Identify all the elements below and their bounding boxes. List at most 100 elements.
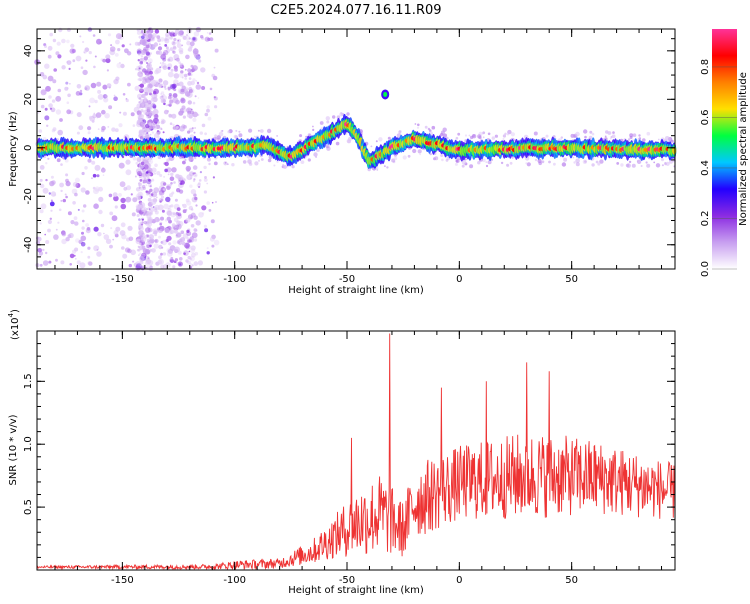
spectrogram-speckle [100, 223, 105, 228]
spectrogram-speckle [209, 87, 213, 91]
spectrogram-speckle [138, 225, 144, 232]
spectrogram-speckle [629, 133, 634, 138]
spectrogram-speckle [584, 135, 587, 139]
spectrogram-speckle [573, 161, 576, 164]
spectrogram-speckle [391, 158, 396, 163]
spectrogram-speckle [193, 261, 199, 266]
spectrogram-speckle [152, 104, 157, 109]
spectrogram-speckle [273, 164, 276, 167]
spectrogram-speckle [82, 69, 88, 76]
spectrogram-speckle [143, 159, 148, 163]
spectrogram-speckle [115, 39, 120, 45]
spectrogram-speckle [42, 187, 49, 194]
x-tick-label: -50 [339, 274, 355, 285]
spectrogram-speckle [137, 93, 143, 100]
spectrogram-speckle [168, 31, 171, 34]
spectrogram-speckle [267, 158, 272, 163]
spectrogram-speckle [92, 34, 96, 37]
spectrogram-speckle [155, 122, 158, 125]
spectrogram-speckle [92, 186, 96, 190]
spectrogram-speckle [147, 191, 151, 195]
spectrogram-speckle [140, 61, 143, 64]
spectrogram-speckle [55, 95, 62, 102]
spectrogram-speckle [506, 163, 510, 167]
spectrogram-speckle [47, 45, 53, 51]
spectrogram-speckle [162, 57, 167, 62]
spectrogram-speckle [141, 207, 146, 212]
spectrogram-speckle [146, 244, 150, 249]
spectrogram-speckle [204, 228, 209, 233]
spectrogram-speckle [414, 123, 417, 125]
spectrogram-speckle [40, 183, 45, 189]
spectrogram-speckle [74, 221, 79, 226]
spectrogram-speckle [167, 71, 174, 78]
spectrogram-speckle [157, 259, 163, 265]
spectrogram-speckle [140, 109, 144, 113]
spectrogram-speckle [96, 249, 99, 251]
spectrogram-speckle [191, 127, 194, 130]
spectrogram-speckle [110, 44, 113, 47]
y-tick-label: -20 [23, 188, 34, 204]
spectrogram-speckle [92, 173, 97, 178]
spectrogram-speckle [206, 105, 210, 109]
spectrogram-speckle [139, 203, 142, 206]
spectrogram-speckle [95, 112, 102, 118]
spectrogram-speckle [148, 92, 152, 96]
spectrogram-speckle [176, 188, 181, 193]
spectrogram-speckle [69, 253, 75, 259]
spectrogram-speckle [64, 193, 67, 196]
spectrogram-speckle [126, 185, 132, 191]
spectrogram-speckle [98, 209, 103, 215]
spectrogram-speckle [121, 44, 125, 48]
spectrogram-speckle [464, 158, 467, 161]
spectrogram-speckle [142, 234, 147, 240]
spectrogram-speckle [164, 161, 169, 167]
colorbar-gradient [712, 29, 737, 269]
spectrogram-speckle [170, 172, 174, 176]
spectrogram-speckle [149, 133, 152, 136]
spectrogram-speckle [44, 115, 50, 121]
spectrogram-speckle [258, 160, 260, 162]
spectrogram-speckle [616, 162, 620, 165]
spectrogram-speckle [115, 33, 122, 40]
spectrogram-speckle [96, 38, 102, 45]
spectrogram-speckle [125, 169, 132, 176]
spectrogram-speckle [102, 174, 105, 176]
spectrogram-speckle [109, 46, 116, 52]
spectrogram-speckle [138, 35, 142, 39]
spectrogram-speckle [387, 136, 391, 140]
spectrogram-speckle [163, 49, 169, 56]
spectrogram-speckle [112, 238, 115, 241]
spectrogram-speckle [137, 71, 144, 78]
spectrogram-speckle [138, 218, 141, 221]
spectrogram-speckle [161, 239, 167, 246]
spectrogram-speckle [164, 87, 167, 90]
spectrogram-ylabel: Frequency (Hz) [8, 111, 19, 187]
spectrogram-speckle [169, 176, 175, 181]
spectrogram-speckle [206, 201, 210, 205]
spectrogram-speckle [177, 212, 182, 217]
spectrogram-speckle [47, 75, 54, 82]
spectrogram-speckle [74, 247, 79, 252]
spectrogram-speckle [166, 210, 173, 217]
spectrogram-speckle [209, 236, 215, 242]
spectrogram-speckle [131, 212, 136, 217]
spectrogram-speckle [494, 134, 498, 138]
spectrogram-speckle [147, 44, 152, 49]
spectrogram-speckle [141, 31, 144, 34]
spectrogram-speckle [207, 116, 212, 121]
spectrogram-speckle [661, 164, 664, 167]
spectrogram-speckle [141, 117, 145, 121]
spectrogram-speckle [213, 136, 216, 140]
spectrogram-speckle [203, 165, 207, 170]
y-tick-label: 1.5 [23, 373, 34, 389]
spectrogram-speckle [491, 136, 495, 140]
spectrogram-speckle [190, 159, 193, 162]
spectrogram-speckle [169, 122, 173, 125]
spectrogram-speckle [187, 239, 192, 243]
spectrogram-speckle [167, 86, 171, 91]
spectrogram-speckle [177, 240, 180, 242]
spectrogram-speckle [139, 105, 142, 109]
spectrogram-speckle [120, 197, 126, 204]
spectrogram-speckle [84, 166, 88, 170]
